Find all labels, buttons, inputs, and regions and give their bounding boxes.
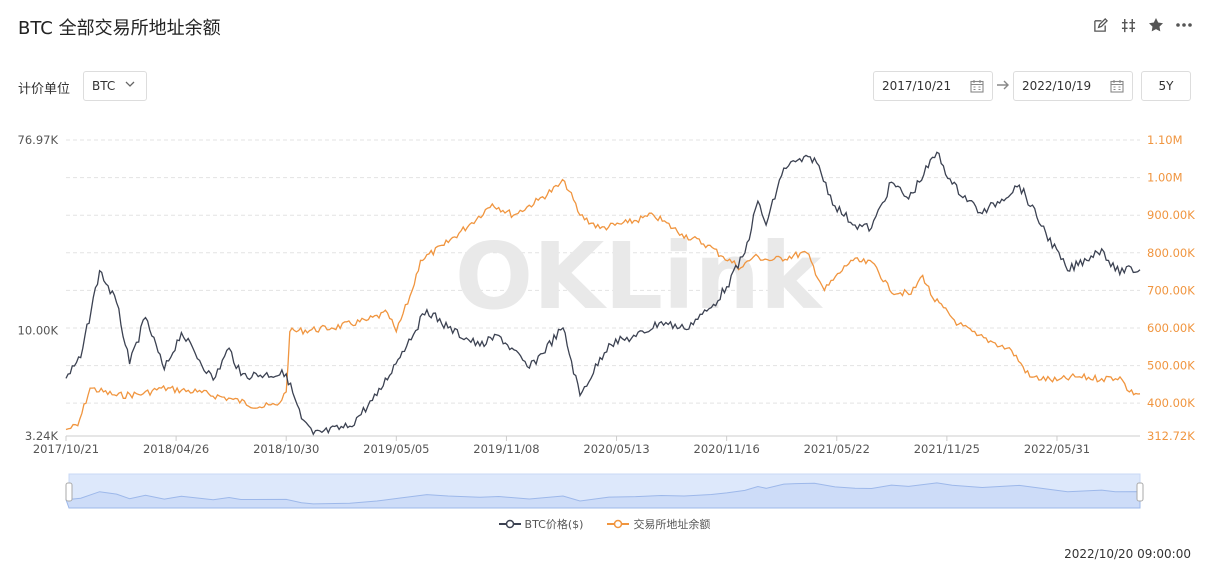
legend-item-price[interactable]: BTC价格($) xyxy=(498,516,584,532)
arrow-right-icon xyxy=(997,80,1009,90)
y-left-tick-label: 10.00K xyxy=(18,324,59,338)
watermark: OKLink xyxy=(455,223,823,330)
x-tick-label: 2020/11/16 xyxy=(694,442,760,456)
legend-label-balance: 交易所地址余额 xyxy=(633,518,711,531)
start-date-value: 2017/10/21 xyxy=(882,79,952,93)
y-right-tick-label: 800.00K xyxy=(1147,246,1195,260)
chart-legend: BTC价格($) 交易所地址余额 xyxy=(0,516,1209,532)
x-tick-label: 2018/04/26 xyxy=(143,442,209,456)
x-tick-label: 2017/10/21 xyxy=(33,442,99,456)
end-date-input[interactable]: 2022/10/19 xyxy=(1013,71,1133,101)
legend-item-balance[interactable]: 交易所地址余额 xyxy=(607,516,710,532)
split-icon[interactable] xyxy=(1119,16,1137,34)
more-icon[interactable] xyxy=(1175,16,1193,34)
unit-select[interactable]: BTC xyxy=(83,71,147,101)
x-tick-label: 2021/05/22 xyxy=(804,442,870,456)
star-icon[interactable] xyxy=(1147,16,1165,34)
update-timestamp: 2022/10/20 09:00:00 xyxy=(1064,547,1191,561)
legend-marker-balance xyxy=(607,519,630,529)
y-right-tick-label: 600.00K xyxy=(1147,321,1195,335)
end-date-value: 2022/10/19 xyxy=(1022,79,1092,93)
y-right-tick-label: 400.00K xyxy=(1147,396,1195,410)
start-date-input[interactable]: 2017/10/21 xyxy=(873,71,993,101)
y-left-tick-label: 76.97K xyxy=(18,133,59,147)
navigator-series xyxy=(65,482,1141,509)
unit-label: 计价单位 xyxy=(18,82,71,97)
x-tick-label: 2019/05/05 xyxy=(363,442,429,456)
y-right-tick-label: 1.00M xyxy=(1147,171,1183,185)
series-line-balance xyxy=(65,178,1141,431)
y-right-tick-label: 700.00K xyxy=(1147,283,1195,297)
x-tick-label: 2021/11/25 xyxy=(914,442,980,456)
series-line-price xyxy=(65,151,1141,436)
navigator-handle-right[interactable] xyxy=(1136,482,1144,502)
calendar-icon xyxy=(1110,80,1124,93)
x-tick-label: 2020/05/13 xyxy=(583,442,649,456)
y-left-tick-label: 3.24K xyxy=(25,429,59,443)
chart-toolbar xyxy=(1091,16,1193,34)
calendar-icon xyxy=(970,80,984,93)
x-tick-label: 2018/10/30 xyxy=(253,442,319,456)
range-5y-button[interactable]: 5Y xyxy=(1141,71,1191,101)
legend-marker-price xyxy=(498,519,521,529)
unit-value: BTC xyxy=(92,79,116,93)
navigator-handle-left[interactable] xyxy=(65,482,73,502)
y-right-tick-label: 900.00K xyxy=(1147,208,1195,222)
edit-icon[interactable] xyxy=(1091,16,1109,34)
chart-area: 1.10M 1.00M 900.00K 800.00K 700.00K 600.00K 50… xyxy=(18,133,1195,509)
chevron-down-icon xyxy=(125,81,135,87)
legend-label-price: BTC价格($) xyxy=(524,518,584,531)
y-right-tick-label: 500.00K xyxy=(1147,359,1195,373)
x-tick-label: 2019/11/08 xyxy=(473,442,539,456)
y-right-tick-label: 1.10M xyxy=(1147,133,1183,147)
x-tick-label: 2022/05/31 xyxy=(1024,442,1090,456)
page-title: BTC 全部交易所地址余额 xyxy=(18,18,221,39)
y-right-tick-label: 312.72K xyxy=(1147,429,1195,443)
